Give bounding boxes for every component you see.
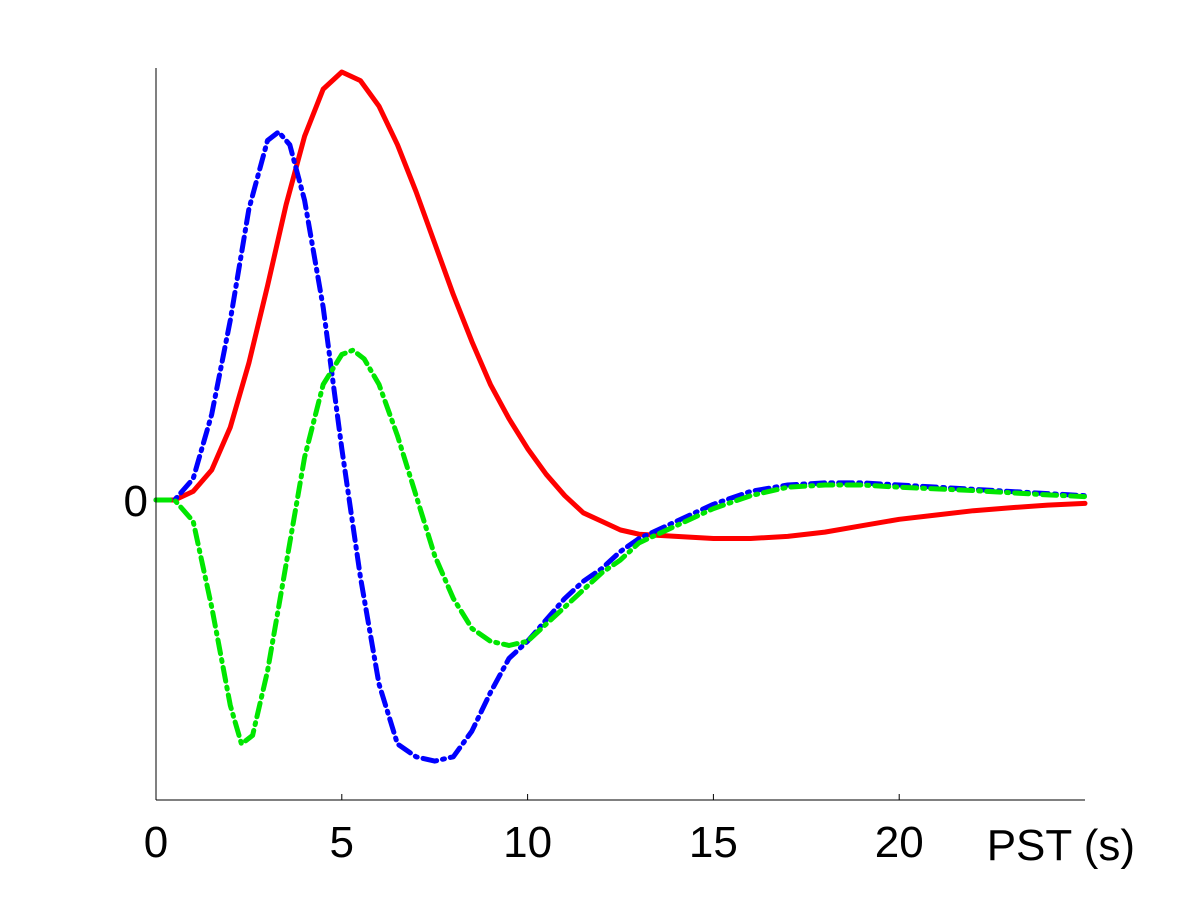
x-tick-label-0: 0 — [144, 818, 168, 867]
series-line-3 — [153, 347, 1088, 747]
x-tick-label-1: 5 — [330, 818, 354, 867]
series-line-1 — [153, 69, 1088, 541]
series-layer — [153, 69, 1088, 764]
x-tick-label-3: 15 — [689, 818, 738, 867]
y-tick-label-0: 0 — [124, 477, 148, 526]
x-tick-label-2: 10 — [503, 818, 552, 867]
tick-layer: 0 5 10 15 20 0 — [124, 477, 924, 867]
x-tick-label-4: 20 — [875, 818, 924, 867]
series-line-2 — [153, 129, 1088, 764]
x-axis-label: PST (s) — [987, 821, 1135, 870]
